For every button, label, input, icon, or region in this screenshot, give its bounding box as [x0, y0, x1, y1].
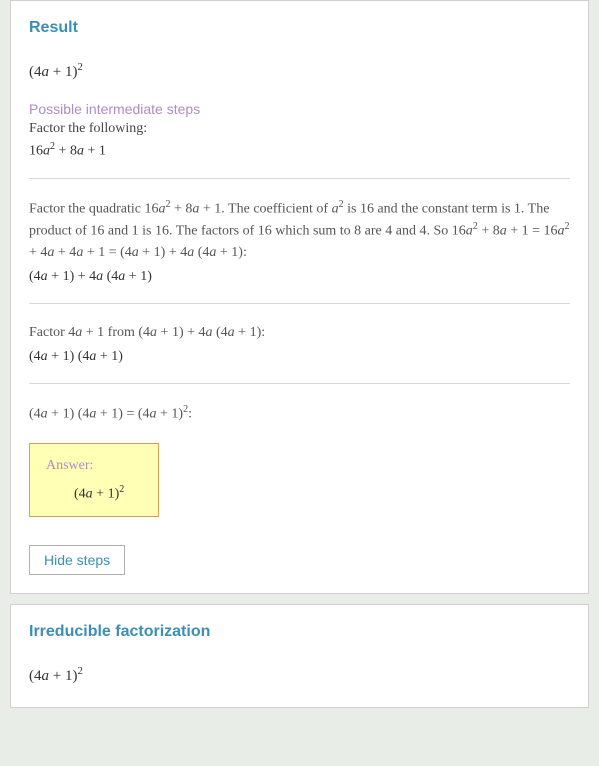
step1-heading: Factor the following:: [29, 121, 570, 137]
result-card: Result (4a + 1)2 Possible intermediate s…: [10, 0, 589, 594]
irreducible-card: Irreducible factorization (4a + 1)2: [10, 604, 589, 708]
step3-text: Factor 4a + 1 from (4a + 1) + 4a (4a + 1…: [29, 322, 570, 343]
result-expression: (4a + 1)2: [29, 61, 570, 81]
divider: [29, 178, 570, 179]
irreducible-expression: (4a + 1)2: [29, 665, 570, 685]
step1-expression: 16a2 + 8a + 1: [29, 141, 570, 160]
intermediate-steps-label: Possible intermediate steps: [29, 101, 570, 117]
irreducible-title: Irreducible factorization: [29, 623, 570, 641]
answer-label: Answer:: [46, 458, 142, 474]
step3-expression: (4a + 1) (4a + 1): [29, 349, 570, 365]
hide-steps-button[interactable]: Hide steps: [29, 545, 125, 575]
result-title: Result: [29, 19, 570, 37]
divider: [29, 383, 570, 384]
step4-text: (4a + 1) (4a + 1) = (4a + 1)2:: [29, 402, 570, 425]
divider: [29, 303, 570, 304]
step2-text: Factor the quadratic 16a2 + 8a + 1. The …: [29, 197, 570, 263]
answer-expression: (4a + 1)2: [46, 484, 142, 503]
step2-expression: (4a + 1) + 4a (4a + 1): [29, 269, 570, 285]
answer-box: Answer: (4a + 1)2: [29, 443, 159, 518]
